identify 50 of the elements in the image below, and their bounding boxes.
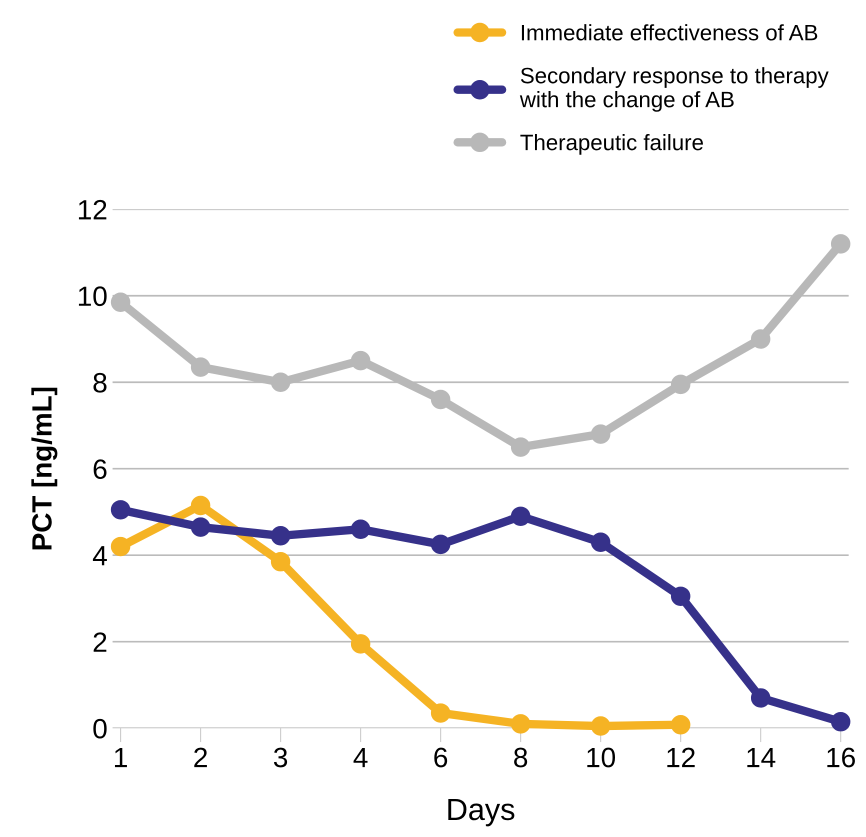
y-tick-label: 2 — [94, 632, 106, 652]
point — [830, 234, 850, 254]
point — [510, 506, 530, 526]
y-axis-title: PCT [ng/mL] — [31, 388, 58, 550]
point — [110, 292, 130, 312]
x-tick-label: 2 — [194, 748, 207, 768]
point — [670, 715, 690, 734]
point — [430, 390, 450, 410]
point — [190, 517, 210, 537]
point — [430, 534, 450, 554]
point — [110, 500, 130, 520]
legend-label: Therapeutic failure — [520, 134, 703, 155]
x-tick-label: 3 — [274, 748, 288, 768]
x-tick-label: 10 — [587, 748, 616, 768]
x-tick-label: 4 — [354, 748, 368, 768]
y-tick-label: 0 — [93, 718, 107, 739]
point — [590, 716, 610, 736]
point — [270, 526, 290, 546]
point — [670, 586, 690, 606]
point — [350, 634, 370, 654]
y-tick-label: 10 — [78, 286, 107, 306]
point — [590, 424, 610, 444]
x-tick-label: 8 — [514, 748, 528, 768]
y-tick-label: 4 — [92, 546, 107, 566]
point — [270, 552, 290, 572]
point — [510, 437, 530, 457]
x-tick-label: 6 — [434, 748, 448, 768]
x-tick-label: 1 — [114, 748, 127, 768]
point — [430, 703, 450, 723]
y-tick-label: 6 — [94, 459, 106, 480]
point — [190, 496, 210, 516]
x-axis-title: Days — [448, 798, 514, 826]
legend-label: Secondary response to therapy with the change of AB — [520, 67, 829, 112]
point — [110, 536, 130, 556]
point — [510, 714, 530, 734]
point — [350, 520, 370, 539]
point — [590, 532, 610, 552]
point — [750, 688, 770, 708]
y-tick-label: 8 — [93, 372, 107, 393]
point — [750, 329, 770, 349]
y-tick-label: 12 — [78, 200, 106, 220]
x-tick-label: 16 — [827, 748, 855, 768]
x-tick-label: 12 — [667, 748, 695, 768]
point — [670, 374, 690, 394]
x-tick-label: 14 — [747, 748, 776, 768]
point — [270, 372, 290, 392]
legend-label: Immediate effectiveness of AB — [522, 24, 818, 41]
point — [830, 712, 850, 732]
point — [350, 350, 370, 370]
point — [190, 357, 210, 377]
